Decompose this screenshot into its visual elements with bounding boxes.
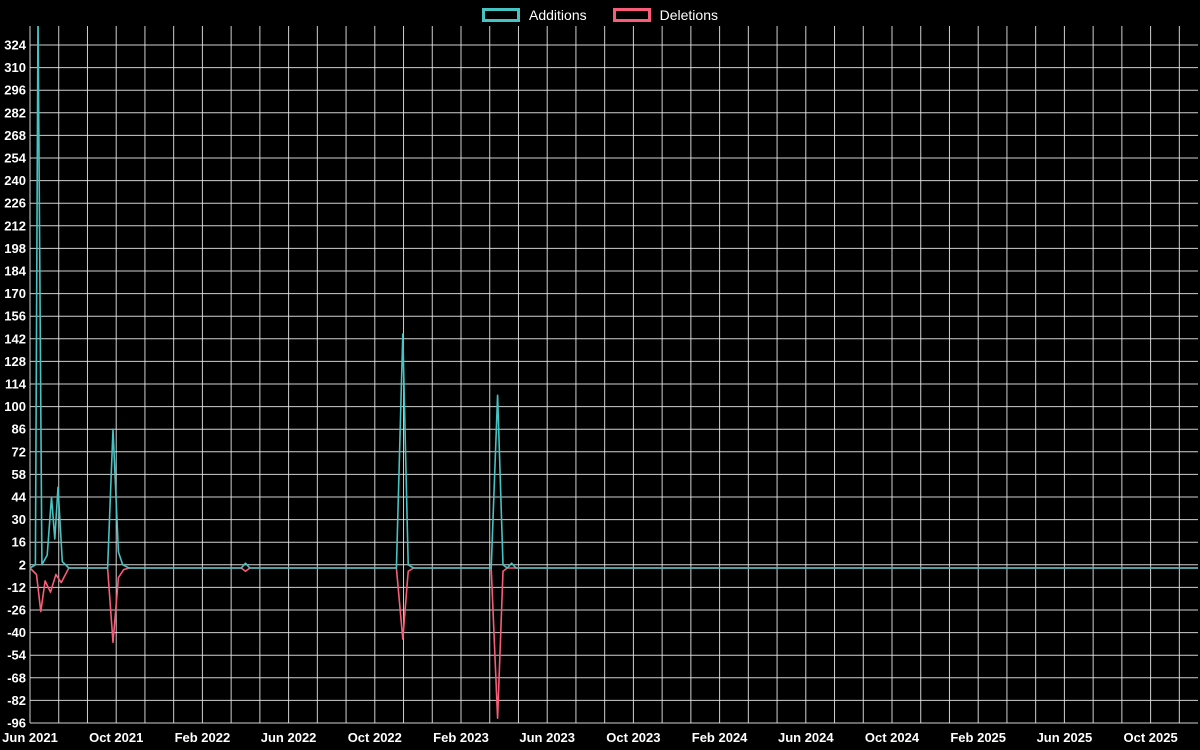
y-tick-label: 156 [4, 309, 26, 324]
additions-line [29, 26, 1198, 569]
y-tick-label: 72 [12, 444, 26, 459]
y-tick-label: 170 [4, 286, 26, 301]
legend-item-deletions[interactable]: Deletions [612, 7, 718, 23]
legend-item-additions[interactable]: Additions [482, 7, 587, 23]
y-tick-label: 226 [4, 196, 26, 211]
x-tick-label: Jun 2021 [2, 730, 58, 745]
y-tick-label: -68 [7, 670, 26, 685]
x-tick-label: Feb 2023 [433, 730, 489, 745]
y-tick-label: -26 [7, 603, 26, 618]
x-tick-label: Feb 2024 [692, 730, 748, 745]
y-tick-label: 114 [5, 377, 27, 392]
x-tick-label: Jun 2024 [778, 730, 834, 745]
x-tick-label: Jun 2023 [519, 730, 575, 745]
additions-swatch-icon [482, 8, 521, 22]
y-tick-label: 184 [4, 264, 26, 279]
y-tick-label: -40 [7, 625, 26, 640]
y-tick-label: 240 [4, 173, 26, 188]
chart-legend: Additions Deletions [0, 7, 1200, 23]
x-tick-label: Oct 2025 [1123, 730, 1177, 745]
x-tick-label: Oct 2022 [348, 730, 402, 745]
y-tick-label: 310 [4, 60, 26, 75]
y-tick-label: 254 [4, 151, 26, 166]
x-tick-label: Oct 2023 [606, 730, 660, 745]
x-tick-label: Oct 2021 [89, 730, 143, 745]
y-tick-label: -54 [7, 648, 27, 663]
y-tick-label: 128 [4, 354, 26, 369]
y-tick-label: -82 [7, 693, 26, 708]
y-tick-label: 2 [19, 557, 26, 572]
deletions-swatch-icon [612, 8, 651, 22]
y-tick-label: 44 [12, 490, 27, 505]
x-tick-label: Feb 2022 [175, 730, 231, 745]
y-tick-label: 16 [12, 535, 26, 550]
y-tick-label: 198 [4, 241, 26, 256]
y-tick-label: 282 [4, 105, 26, 120]
y-tick-label: 212 [4, 218, 26, 233]
y-tick-label: -12 [7, 580, 26, 595]
y-tick-label: 296 [4, 83, 26, 98]
x-tick-label: Feb 2025 [950, 730, 1006, 745]
deletions-line [29, 567, 1198, 720]
y-tick-label: 86 [12, 422, 26, 437]
y-tick-label: 324 [4, 38, 26, 53]
legend-label-additions: Additions [529, 7, 587, 23]
y-tick-label: 268 [4, 128, 26, 143]
y-tick-label: 58 [12, 467, 26, 482]
legend-label-deletions: Deletions [659, 7, 718, 23]
y-tick-label: 100 [4, 399, 26, 414]
x-tick-label: Oct 2024 [865, 730, 920, 745]
y-tick-label: -96 [7, 716, 26, 731]
x-tick-label: Jun 2025 [1037, 730, 1093, 745]
x-tick-label: Jun 2022 [261, 730, 317, 745]
y-tick-label: 142 [4, 331, 26, 346]
y-tick-label: 30 [12, 512, 26, 527]
